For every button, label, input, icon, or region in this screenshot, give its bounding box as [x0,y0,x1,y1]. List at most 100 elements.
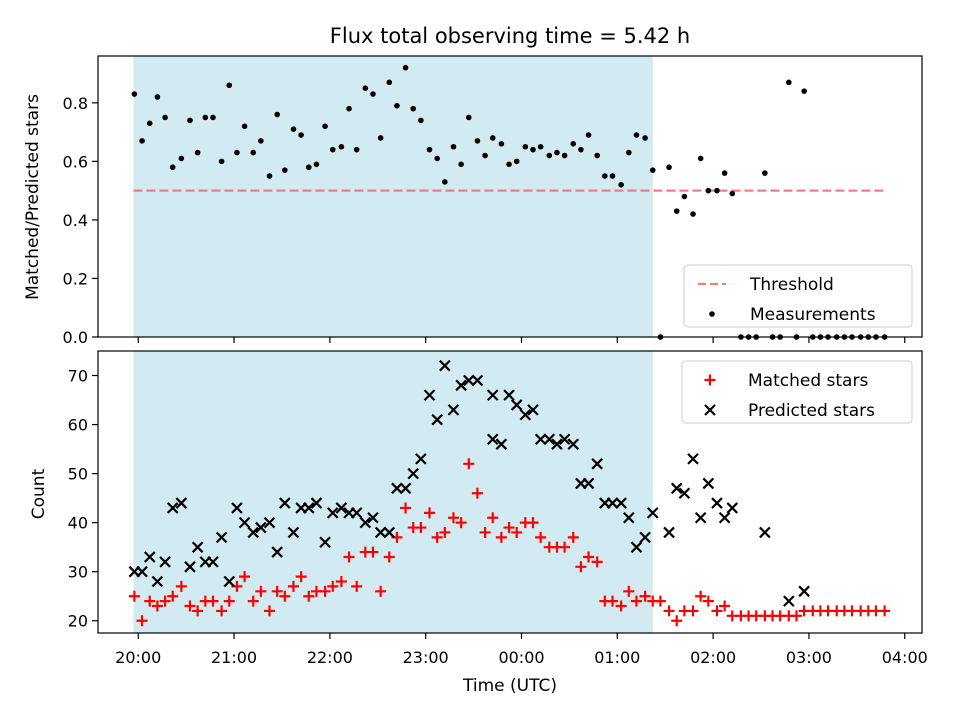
data-point [455,379,467,392]
data-point [522,143,529,150]
data-point [671,615,683,627]
data-point [670,482,683,495]
data-point [370,91,376,97]
data-point [383,551,395,563]
data-point [241,123,248,130]
data-point [719,600,731,612]
data-point [570,141,577,147]
data-point [207,595,219,607]
data-point [630,595,642,607]
data-point [431,413,443,426]
data-point [159,595,171,607]
data-point [486,433,499,446]
data-point [471,487,483,499]
data-point [687,605,699,617]
data-point [319,536,331,549]
data-point [313,161,320,168]
legend-label: Measurements [750,305,876,325]
data-point [633,132,640,138]
legend: Threshold Measurements [683,264,913,328]
data-point [386,79,393,86]
data-point [487,512,499,524]
data-point [551,438,563,450]
data-point [790,610,802,622]
x-tick-label: 21:00 [211,648,257,667]
data-point [567,531,579,543]
data-point [591,556,603,568]
data-point [359,516,372,529]
data-point [534,433,547,446]
legend-label: Threshold [749,275,834,295]
data-point [705,187,712,194]
top-y-axis-label: Matched/Predicted stars [23,94,43,300]
data-point [290,126,297,132]
data-point [783,595,795,607]
plot-frame [97,55,923,338]
data-point [615,497,627,509]
x-tick-label: 02:00 [690,648,736,667]
bottom-y-axis-label: Count [29,468,49,519]
data-point [607,595,619,607]
data-point [654,595,666,607]
x-tick-label: 04:00 [882,648,928,667]
data-point [255,585,267,597]
data-point [351,580,363,592]
data-point [298,132,304,138]
x-tick-label: 01:00 [594,648,640,667]
data-point [279,590,291,602]
data-point [231,502,243,514]
data-point [585,132,592,138]
data-point [615,600,627,612]
y-tick-label: 60 [68,416,88,435]
data-point [255,521,267,534]
data-point [169,164,176,171]
data-point [423,389,436,401]
data-point [450,143,457,150]
data-point [673,208,680,214]
data-point [234,149,240,156]
data-point [663,605,675,617]
data-point [623,511,635,524]
data-point [279,497,291,509]
data-point [202,114,209,121]
data-point [258,138,264,144]
legend-swatch [704,404,716,416]
data-point [247,595,259,607]
data-point [128,590,140,602]
data-point [310,497,323,509]
data-point [463,458,475,470]
data-point [546,152,553,159]
data-point [527,404,539,416]
data-point [362,85,369,91]
data-point [510,399,523,411]
data-point [327,580,339,592]
data-point [353,146,360,153]
data-point [666,164,672,171]
data-point [377,135,384,141]
x-tick-label: 00:00 [498,648,544,667]
data-point [238,516,251,529]
data-point [663,526,675,539]
data-point [718,511,731,524]
data-point [367,546,379,558]
data-point [136,565,148,578]
data-point [458,161,464,168]
data-point [424,507,436,519]
y-tick-label: 50 [68,465,88,484]
x-axis-label: Time (UTC) [462,676,557,696]
data-point [264,605,276,617]
data-point [642,135,648,141]
data-point [402,64,409,71]
chart-title: Flux total observing time = 5.42 h [330,24,690,48]
data-point [503,522,515,534]
data-point [575,561,587,573]
data-point [543,433,556,446]
data-point [578,146,584,153]
data-point [801,88,807,94]
data-point [466,114,472,121]
data-point [131,91,138,97]
data-point [426,146,433,153]
data-point [266,173,273,179]
data-point [319,585,331,597]
data-point [506,161,512,168]
